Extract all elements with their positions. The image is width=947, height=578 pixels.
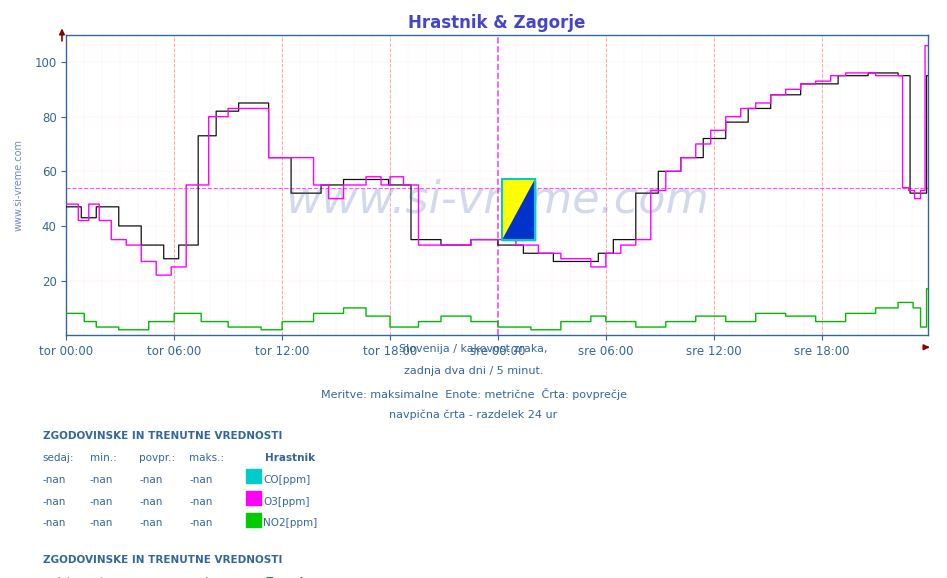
Text: O3[ppm]: O3[ppm] [263,497,310,506]
Text: -nan: -nan [189,497,213,506]
Text: navpična črta - razdelek 24 ur: navpična črta - razdelek 24 ur [389,410,558,420]
Text: -nan: -nan [139,475,163,484]
Text: maks.:: maks.: [189,577,224,578]
Text: -nan: -nan [90,518,114,528]
Text: -nan: -nan [139,497,163,506]
Text: -nan: -nan [189,475,213,484]
Bar [503,180,535,240]
Title: Hrastnik & Zagorje: Hrastnik & Zagorje [408,14,586,32]
Text: -nan: -nan [189,518,213,528]
Text: -nan: -nan [139,518,163,528]
Text: ZGODOVINSKE IN TRENUTNE VREDNOSTI: ZGODOVINSKE IN TRENUTNE VREDNOSTI [43,555,282,565]
Text: Hrastnik: Hrastnik [265,453,315,462]
Text: NO2[ppm]: NO2[ppm] [263,518,317,528]
Text: -nan: -nan [43,497,66,506]
Polygon shape [503,180,535,240]
Text: -nan: -nan [90,497,114,506]
Text: www.si-vreme.com: www.si-vreme.com [14,139,24,231]
Text: povpr.:: povpr.: [139,453,175,462]
Text: CO[ppm]: CO[ppm] [263,475,311,484]
Text: Zagorje: Zagorje [265,577,311,578]
Text: ZGODOVINSKE IN TRENUTNE VREDNOSTI: ZGODOVINSKE IN TRENUTNE VREDNOSTI [43,431,282,440]
Text: povpr.:: povpr.: [139,577,175,578]
Text: Meritve: maksimalne  Enote: metrične  Črta: povprečje: Meritve: maksimalne Enote: metrične Črta… [320,388,627,400]
Text: Slovenija / kakovost zraka,: Slovenija / kakovost zraka, [400,344,547,354]
Text: www.si-vreme.com: www.si-vreme.com [285,179,709,221]
Text: sedaj:: sedaj: [43,577,74,578]
Text: sedaj:: sedaj: [43,453,74,462]
Text: min.:: min.: [90,577,116,578]
Text: min.:: min.: [90,453,116,462]
Polygon shape [503,180,535,240]
Text: maks.:: maks.: [189,453,224,462]
Text: -nan: -nan [43,475,66,484]
Text: -nan: -nan [90,475,114,484]
Text: zadnja dva dni / 5 minut.: zadnja dva dni / 5 minut. [403,366,544,376]
Text: -nan: -nan [43,518,66,528]
